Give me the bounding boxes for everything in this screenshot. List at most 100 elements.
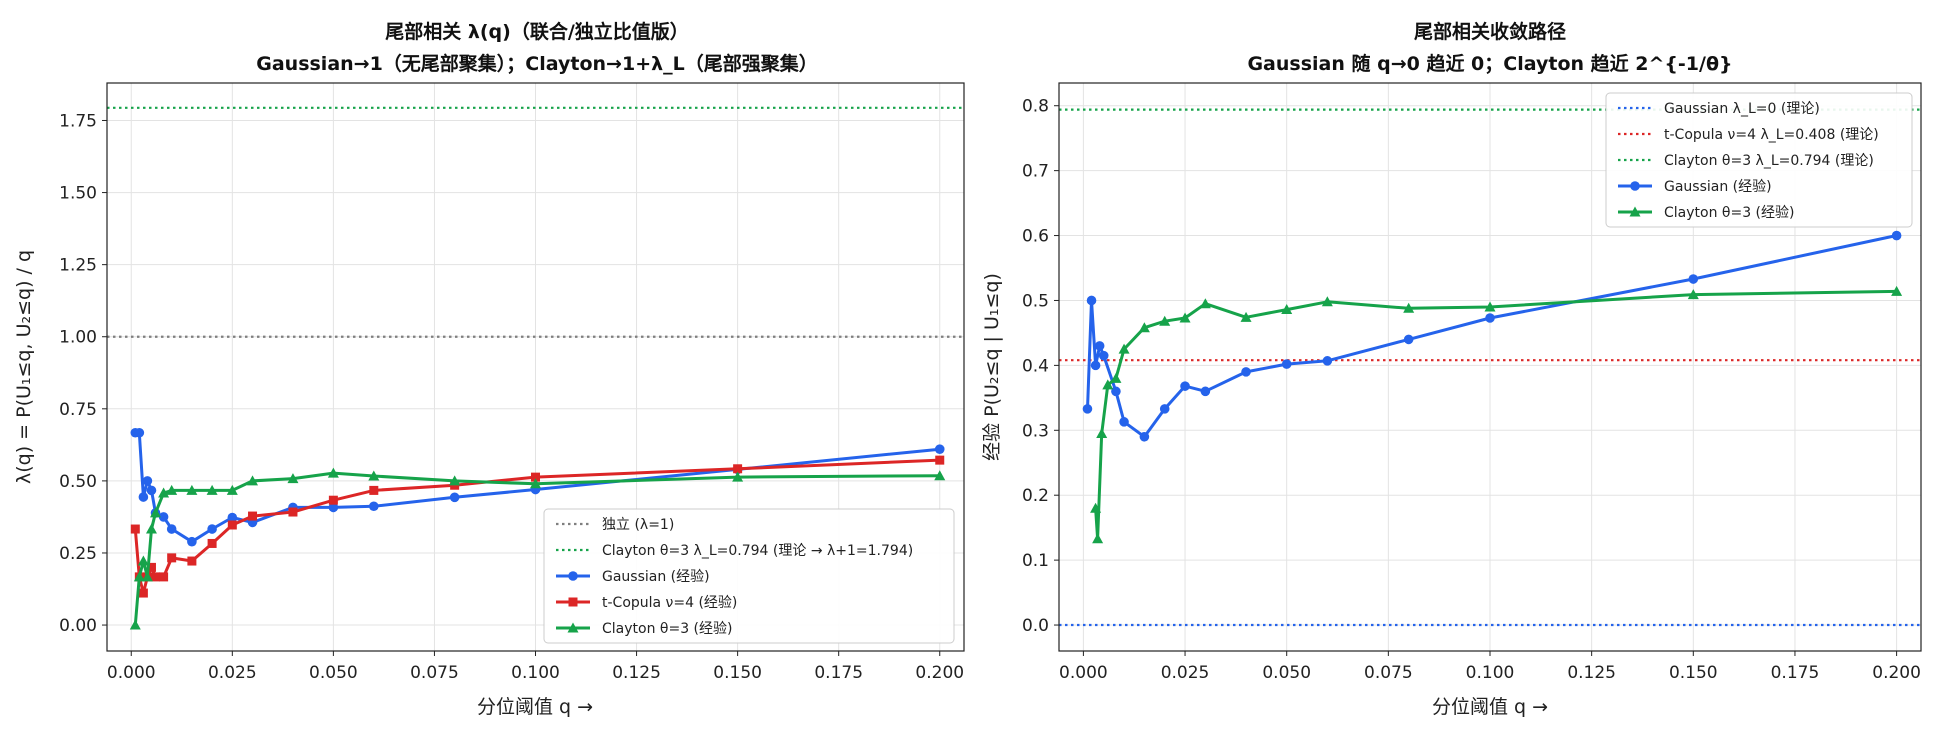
chart-left-x-tick-label: 0.200 xyxy=(915,663,964,683)
chart-right-y-tick-label: 0.6 xyxy=(1022,227,1049,247)
chart-left-legend-marker xyxy=(568,571,578,581)
chart-left-data-point xyxy=(158,487,170,498)
chart-left-legend-label: 独立 (λ=1) xyxy=(602,517,674,533)
chart-left-data-point xyxy=(935,455,945,465)
chart-left-reference-lines xyxy=(107,106,964,338)
chart-left-data-point xyxy=(248,511,258,521)
chart-left-data-point xyxy=(328,502,339,513)
chart-right-legend: Gaussian λ_L=0 (理论) t-Copula ν=4 λ_L=0.40… xyxy=(1605,92,1913,228)
chart-right-legend-box xyxy=(1605,92,1913,228)
chart-left-data-point xyxy=(530,478,541,489)
chart-right-data-point xyxy=(1281,304,1293,315)
chart-left-subtitle: Gaussian→1（无尾部聚集）；Clayton→1+λ_L（尾部强聚集） xyxy=(256,52,818,75)
chart-right-data-point xyxy=(1891,285,1903,296)
chart-left-x-tick-label: 0.175 xyxy=(814,663,863,683)
chart-right-data-point xyxy=(1094,341,1105,351)
chart-right-subtitle: Gaussian 随 q→0 趋近 0；Clayton 趋近 2^{-1/θ} xyxy=(1247,52,1732,75)
chart-right-data-point xyxy=(1241,367,1251,377)
chart-left-x-axis-label: 分位阈值 q → xyxy=(477,696,593,718)
chart-left-x-tick-label: 0.050 xyxy=(309,663,358,683)
chart-left-y-tick-label: 1.25 xyxy=(59,256,97,276)
chart-right-data-point xyxy=(1082,404,1093,414)
chart-right-data-point xyxy=(1321,296,1333,307)
chart-left-data-point xyxy=(142,476,153,486)
chart-right-legend-marker xyxy=(1629,206,1641,217)
chart-right-data-point xyxy=(1159,404,1170,414)
chart-left-data-point xyxy=(226,484,238,495)
chart-left-y-tick-label: 1.00 xyxy=(59,328,97,348)
chart-right-data-point xyxy=(1090,502,1102,513)
chart-left-data-point xyxy=(134,427,145,438)
chart-right-data-point xyxy=(1240,311,1252,322)
chart-left-data-point xyxy=(146,562,156,572)
chart-left-data-point xyxy=(138,588,148,598)
chart-right-title: 尾部相关收敛路径 xyxy=(1414,20,1566,43)
chart-right-y-tick-label: 0.4 xyxy=(1022,356,1049,376)
chart-right-data-point xyxy=(1687,289,1699,300)
chart-right-data-point xyxy=(1111,386,1121,397)
chart-right-data-point xyxy=(1688,274,1699,284)
chart-left-data-point xyxy=(207,538,217,548)
chart-left-data-point xyxy=(130,524,140,534)
chart-left-data-point xyxy=(934,470,946,481)
chart-left-x-tick-label: 0.150 xyxy=(713,663,762,683)
chart-right-y-tick-label: 0.5 xyxy=(1022,291,1049,311)
chart-left-data-point xyxy=(150,507,162,518)
chart-left-data-point xyxy=(227,512,238,523)
chart-left-data-point xyxy=(129,619,141,630)
chart-right-x-tick-label: 0.200 xyxy=(1872,663,1921,683)
chart-right-x-tick-label: 0.175 xyxy=(1771,663,1820,683)
chart-right-data-point xyxy=(1092,533,1104,544)
chart-right-x-tick-label: 0.100 xyxy=(1466,663,1515,683)
chart-right-legend-label: Gaussian (经验) xyxy=(1664,179,1772,195)
chart-right-x-ticks: 0.000 0.025 0.050 0.075 0.100 0.125 0.150 0.175… xyxy=(1059,651,1921,683)
chart-left-data-point xyxy=(368,470,380,481)
chart-right-legend-marker xyxy=(1630,181,1640,191)
chart-left-x-tick-label: 0.075 xyxy=(410,663,459,683)
chart-left-legend-label: Clayton θ=3 (经验) xyxy=(602,621,732,637)
chart-right-x-tick-label: 0.125 xyxy=(1567,663,1616,683)
chart-left-data-point xyxy=(166,524,177,534)
chart-right-x-tick-label: 0.025 xyxy=(1161,663,1210,683)
chart-left-data-point xyxy=(137,555,149,566)
chart-right-legend-label: t-Copula ν=4 λ_L=0.408 (理论) xyxy=(1664,127,1879,143)
chart-left-data-point xyxy=(159,572,169,582)
chart-left-data-point xyxy=(328,495,338,505)
chart-left-data-point xyxy=(167,553,177,563)
chart-right-y-tick-label: 0.0 xyxy=(1022,616,1049,636)
chart-left-data-point xyxy=(187,536,197,547)
chart-left-data-point xyxy=(186,484,198,495)
chart-left-title: 尾部相关 λ(q)（联合/独立比值版） xyxy=(385,20,689,43)
chart-right-x-tick-label: 0.050 xyxy=(1262,663,1311,683)
chart-left-data-point xyxy=(449,475,461,486)
chart-right-y-ticks: 0.0 0.1 0.2 0.3 0.4 0.5 0.6 0.7 0.8 xyxy=(1022,97,1059,636)
chart-left-legend-label: Clayton θ=3 λ_L=0.794 (理论 → λ+1=1.794) xyxy=(602,543,913,559)
chart-right-x-tick-label: 0.000 xyxy=(1059,663,1108,683)
chart-left-data-point xyxy=(166,484,178,495)
chart-left-data-point xyxy=(206,484,218,495)
chart-right-data-point xyxy=(1200,386,1211,397)
chart-left-y-tick-label: 0.75 xyxy=(59,400,97,420)
chart-right-data-point xyxy=(1179,312,1191,323)
chart-left-data-point xyxy=(138,492,149,502)
chart-left-y-tick-label: 1.50 xyxy=(59,184,97,204)
chart-left-data-point xyxy=(187,556,197,566)
chart-left-data-point xyxy=(158,512,169,522)
chart-left-x-ticks: 0.000 0.025 0.050 0.075 0.100 0.125 0.150 0.175… xyxy=(107,651,964,683)
chart-right-data-point xyxy=(1485,313,1495,323)
chart-right-data-point xyxy=(1484,301,1496,312)
chart-left-data-point xyxy=(207,524,217,534)
chart-left-legend-box xyxy=(543,508,955,644)
chart-left-data-point xyxy=(287,473,299,484)
chart-left-legend-marker xyxy=(568,597,578,607)
chart-right-data-point xyxy=(1118,343,1130,354)
chart-left-y-tick-label: 1.75 xyxy=(59,111,97,131)
chart-left-data-point xyxy=(151,572,161,582)
chart-left: 尾部相关 λ(q)（联合/独立比值版） Gaussian→1（无尾部聚集）；Cl… xyxy=(13,20,965,718)
chart-left-x-tick-label: 0.025 xyxy=(208,663,257,683)
chart-right-y-axis-label: 经验 P(U₂≤q | U₁≤q) xyxy=(981,273,1003,461)
chart-left-legend-label: Gaussian (经验) xyxy=(602,569,710,585)
chart-left-x-tick-label: 0.100 xyxy=(511,663,560,683)
chart-right-data-point xyxy=(1098,350,1109,361)
chart-right-y-tick-label: 0.8 xyxy=(1022,97,1049,117)
